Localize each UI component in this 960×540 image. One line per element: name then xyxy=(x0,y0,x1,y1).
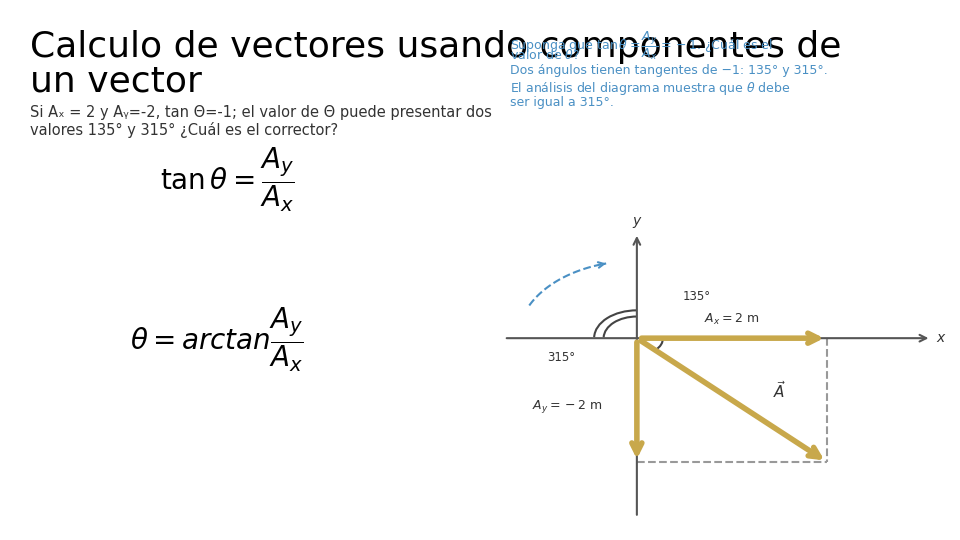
Text: Si Aₓ = 2 y Aᵧ=-2, tan Θ=-1; el valor de Θ puede presentar dos: Si Aₓ = 2 y Aᵧ=-2, tan Θ=-1; el valor de… xyxy=(30,105,492,120)
Text: valores 135° y 315° ¿Cuál es el corrector?: valores 135° y 315° ¿Cuál es el correcto… xyxy=(30,122,338,138)
Text: $x$: $x$ xyxy=(936,331,947,345)
Text: ser igual a 315°.: ser igual a 315°. xyxy=(510,96,613,109)
Text: $\theta = arctan\dfrac{A_y}{A_x}$: $\theta = arctan\dfrac{A_y}{A_x}$ xyxy=(130,306,303,374)
Text: Calculo de vectores usando componentes de: Calculo de vectores usando componentes d… xyxy=(30,30,841,64)
Text: El análisis del diagrama muestra que $\theta$ debe: El análisis del diagrama muestra que $\t… xyxy=(510,80,790,97)
Text: valor de $\theta$?: valor de $\theta$? xyxy=(510,48,580,62)
Text: Suponga que $\tan\theta = \dfrac{A_y}{A_x} = -1$. ¿Cuál es el: Suponga que $\tan\theta = \dfrac{A_y}{A_… xyxy=(510,30,773,62)
Text: Dos ángulos tienen tangentes de −1: 135° y 315°.: Dos ángulos tienen tangentes de −1: 135°… xyxy=(510,64,828,77)
Text: $\vec{A}$: $\vec{A}$ xyxy=(773,380,786,401)
Text: un vector: un vector xyxy=(30,65,202,99)
Text: $A_y = -2$ m: $A_y = -2$ m xyxy=(533,398,603,415)
Text: $\tan\theta = \dfrac{A_y}{A_x}$: $\tan\theta = \dfrac{A_y}{A_x}$ xyxy=(160,146,295,214)
Text: $y$: $y$ xyxy=(632,215,642,230)
Text: 315°: 315° xyxy=(547,352,575,365)
Text: 135°: 135° xyxy=(683,289,710,302)
Text: $A_x = 2$ m: $A_x = 2$ m xyxy=(705,312,759,327)
